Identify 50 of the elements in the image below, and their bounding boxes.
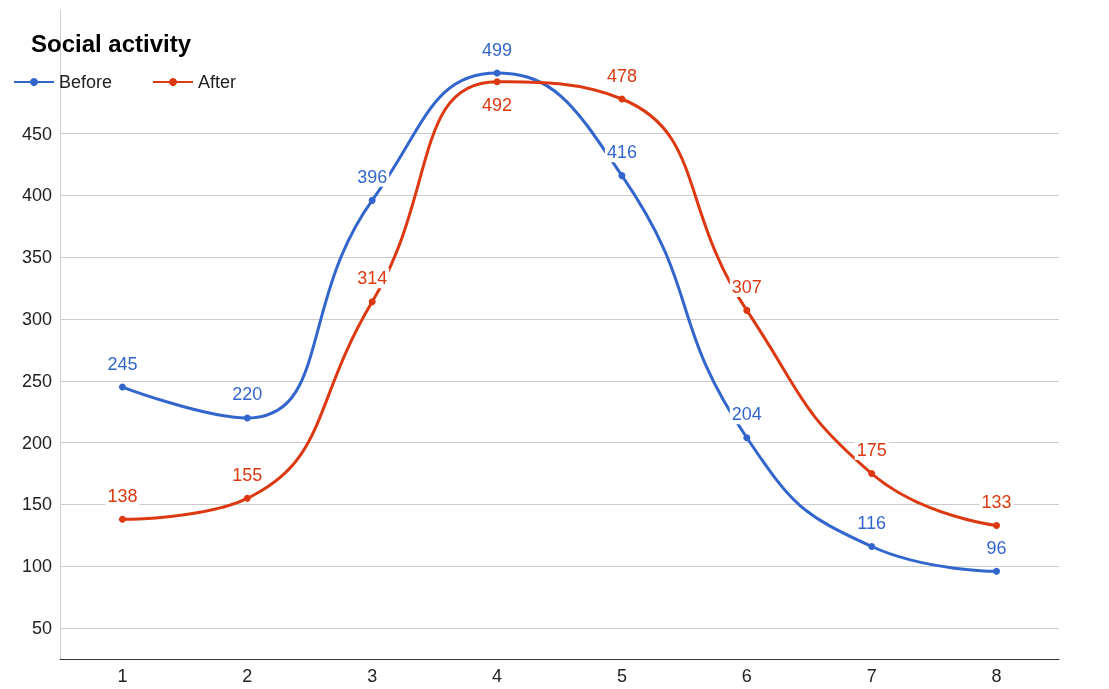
data-label: 155: [232, 464, 263, 485]
data-label: 138: [107, 485, 138, 506]
y-tick-label: 250: [21, 370, 52, 391]
text: Social activity: [31, 29, 192, 57]
y-tick-label: 350: [21, 247, 52, 268]
y-tick-label: 100: [21, 556, 52, 577]
x-tick-label: 5: [616, 666, 627, 686]
data-label: 499: [482, 39, 513, 60]
data-label: 492: [482, 95, 513, 116]
y-tick-label: 150: [21, 494, 52, 515]
point: [868, 543, 876, 550]
x-tick-label: 7: [866, 666, 877, 686]
data-label: 314: [357, 268, 388, 289]
data-label: 307: [731, 276, 762, 297]
point: [368, 196, 376, 204]
point: [493, 78, 501, 86]
data-label: 133: [981, 491, 1012, 512]
data-label: 220: [232, 384, 263, 405]
data-label: 96: [986, 537, 1007, 558]
x-tick-label: 2: [242, 666, 253, 686]
data-label: 175: [856, 440, 887, 461]
point: [868, 470, 876, 478]
x-tick-label: 8: [991, 666, 1002, 686]
point: [743, 434, 751, 442]
legend-label: After: [198, 72, 237, 92]
y-tick-label: 400: [21, 185, 52, 206]
point: [243, 414, 251, 422]
data-label: 416: [606, 142, 637, 163]
point: [743, 306, 751, 314]
y-tick-label: 450: [21, 123, 52, 144]
data-label: 396: [357, 166, 388, 187]
point: [118, 515, 126, 523]
point: [118, 383, 126, 391]
y-tick-label: 200: [21, 432, 52, 453]
point: [368, 298, 376, 306]
y-tick-label: 300: [21, 309, 52, 330]
data-label: 478: [606, 65, 637, 86]
point: [243, 494, 251, 502]
data-label: 204: [731, 404, 762, 425]
y-tick-label: 50: [31, 618, 52, 639]
data-label: 245: [107, 353, 138, 374]
x-tick-label: 3: [367, 666, 378, 686]
x-tick-label: 1: [117, 666, 128, 686]
point: [618, 172, 626, 180]
point: [993, 567, 1001, 575]
x-tick-label: 6: [741, 666, 752, 686]
legend-label: Before: [59, 72, 113, 92]
data-label: 116: [857, 513, 887, 534]
point: [993, 521, 1001, 529]
x-tick-label: 4: [492, 666, 503, 686]
